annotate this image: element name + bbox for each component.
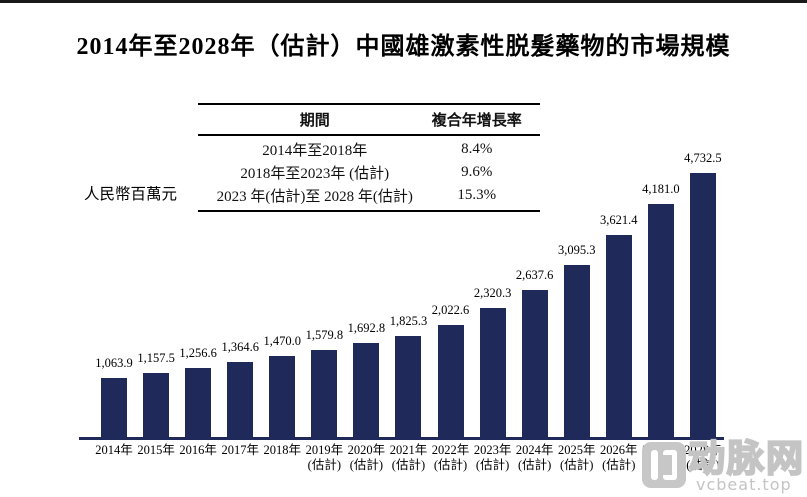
cagr-cell: 9.6% <box>461 164 493 180</box>
x-axis-tick-label: 2016年 <box>179 443 217 457</box>
x-axis-tick-label: 2021年 (估計) <box>389 443 428 472</box>
bar <box>689 173 716 438</box>
bar <box>143 373 170 438</box>
header-period: 期間 <box>299 113 330 129</box>
bar-slot: 2,320.3 <box>472 150 514 438</box>
bar-value-label: 1,364.6 <box>221 340 259 354</box>
bar <box>521 290 548 438</box>
bar-value-label: 1,256.6 <box>179 346 217 360</box>
cagr-table: 期間 複合年增長率 2014年至2018年 8.4% 2018年至2023年 (… <box>198 103 540 212</box>
x-axis-tick-label: 2015年 <box>137 443 175 457</box>
bar-slot: 1,825.3 <box>387 150 429 438</box>
bar <box>101 378 128 438</box>
bar-slot: 1,692.8 <box>345 150 387 438</box>
bar-value-label: 1,579.8 <box>305 328 344 342</box>
bar-slot: 3,095.3 <box>556 150 598 438</box>
bar-value-label: 1,692.8 <box>347 321 386 335</box>
bar-value-label: 4,732.5 <box>684 151 722 165</box>
x-axis-tick-label: 2025年 (估計) <box>557 443 596 472</box>
bar-value-label: 1,470.0 <box>263 334 302 348</box>
watermark-name: 动脉网 <box>687 437 805 480</box>
bar <box>185 368 212 438</box>
bar-slot: 1,364.6 <box>219 150 261 438</box>
bar <box>311 350 338 438</box>
bar-slot: 1,579.8 <box>303 150 345 438</box>
table-row: 2023 年(估計)至 2028 年(估計) 15.3% <box>198 184 540 207</box>
bar-value-label: 3,095.3 <box>557 243 596 257</box>
y-axis-label: 人民幣百萬元 <box>84 186 178 203</box>
bar <box>647 204 674 438</box>
period-cell: 2018年至2023年 (估計) <box>240 166 390 182</box>
x-axis-tick-label: 2020年 (估計) <box>347 443 386 472</box>
watermark: 动脉网 vcbeat.top <box>642 437 805 494</box>
period-cell: 2014年至2018年 <box>262 143 368 159</box>
bar-slot: 3,621.4 <box>598 150 640 438</box>
x-axis-tick-label: 2022年 (估計) <box>431 443 470 472</box>
watermark-site: vcbeat.top <box>696 475 792 494</box>
cagr-cell: 15.3% <box>457 187 497 203</box>
bar <box>437 325 464 438</box>
bar <box>563 265 590 438</box>
bar-slot: 1,157.5 <box>135 150 177 438</box>
header-cagr: 複合年增長率 <box>431 113 522 129</box>
bar <box>353 343 380 438</box>
cagr-table-header: 期間 複合年增長率 <box>198 105 540 136</box>
x-axis-tick-label: 2023年 (估計) <box>473 443 512 472</box>
bar <box>395 336 422 438</box>
bar-slot: 4,181.0 <box>640 150 682 438</box>
bar-value-label: 2,022.6 <box>431 303 470 317</box>
bar-slot: 2,637.6 <box>514 150 556 438</box>
x-axis-tick-label: 2017年 <box>221 443 259 457</box>
bar-value-label: 4,181.0 <box>642 182 680 196</box>
bar-slot: 1,470.0 <box>261 150 303 438</box>
bar-value-label: 3,621.4 <box>600 213 638 227</box>
x-axis-line <box>79 437 724 440</box>
x-axis-tick-label: 2026年 (估計) <box>600 443 638 472</box>
x-axis-tick-label: 2024年 (估計) <box>515 443 554 472</box>
bar-slot: 1,063.9 <box>93 150 135 438</box>
cagr-cell: 8.4% <box>461 141 493 157</box>
bar-value-label: 1,825.3 <box>389 314 428 328</box>
table-row: 2018年至2023年 (估計) 9.6% <box>198 161 540 184</box>
x-axis-tick-label: 2014年 <box>95 443 133 457</box>
bar <box>269 356 296 438</box>
x-axis-tick-label: 2028年 (估計) <box>684 443 722 472</box>
bar-slot: 1,256.6 <box>177 150 219 438</box>
period-cell: 2023 年(估計)至 2028 年(估計) <box>216 189 413 205</box>
bar-chart-plot: 1,063.9 1,157.5 1,256.6 1,364.6 1,470.0 1,579… <box>79 150 724 438</box>
vcbeat-logo-icon <box>642 442 686 488</box>
x-axis-labels: 2014年 2015年 2016年 2017年 2018年 2019年 (估計) 2020年(… <box>79 443 724 473</box>
bar-slot: 2,022.6 <box>430 150 472 438</box>
table-row: 2014年至2018年 8.4% <box>198 138 540 161</box>
page-top-rule <box>0 0 807 3</box>
chart-title: 2014年至2028年（估計）中國雄激素性脱髮藥物的市場規模 <box>76 34 731 60</box>
bar <box>605 235 632 438</box>
bar-value-label: 1,063.9 <box>95 356 133 370</box>
bar <box>479 308 506 438</box>
bar <box>227 362 254 438</box>
bar-value-label: 1,157.5 <box>137 351 175 365</box>
bar-value-label: 2,320.3 <box>473 286 512 300</box>
bar-slot: 4,732.5 <box>682 150 724 438</box>
x-axis-tick-label: 2018年 <box>263 443 302 457</box>
x-axis-tick-label: 2019年 (估計) <box>305 443 344 472</box>
bar-value-label: 2,637.6 <box>515 268 554 282</box>
